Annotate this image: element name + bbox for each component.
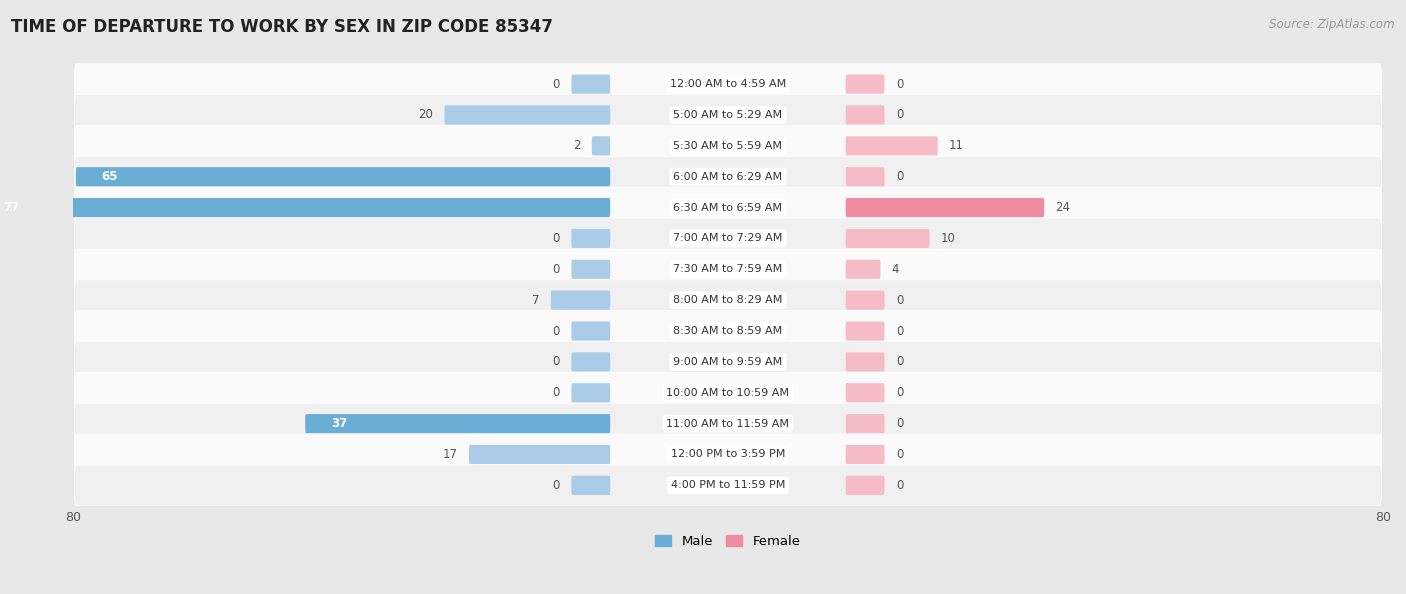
FancyBboxPatch shape bbox=[75, 403, 1381, 444]
FancyBboxPatch shape bbox=[845, 136, 938, 156]
Text: 0: 0 bbox=[553, 78, 560, 91]
FancyBboxPatch shape bbox=[845, 229, 929, 248]
FancyBboxPatch shape bbox=[571, 260, 610, 279]
Text: 65: 65 bbox=[101, 170, 118, 183]
FancyBboxPatch shape bbox=[845, 445, 884, 464]
FancyBboxPatch shape bbox=[845, 75, 884, 94]
FancyBboxPatch shape bbox=[571, 352, 610, 371]
Text: 20: 20 bbox=[419, 109, 433, 122]
Text: 2: 2 bbox=[574, 140, 581, 152]
Text: 0: 0 bbox=[896, 448, 903, 461]
FancyBboxPatch shape bbox=[75, 156, 1381, 197]
Text: 6:00 AM to 6:29 AM: 6:00 AM to 6:29 AM bbox=[673, 172, 783, 182]
Text: 0: 0 bbox=[896, 170, 903, 183]
FancyBboxPatch shape bbox=[571, 476, 610, 495]
Text: 10:00 AM to 10:59 AM: 10:00 AM to 10:59 AM bbox=[666, 388, 789, 398]
FancyBboxPatch shape bbox=[75, 218, 1381, 259]
Text: 0: 0 bbox=[896, 109, 903, 122]
Text: 12:00 PM to 3:59 PM: 12:00 PM to 3:59 PM bbox=[671, 450, 785, 460]
Text: 0: 0 bbox=[896, 324, 903, 337]
FancyBboxPatch shape bbox=[75, 187, 1381, 228]
Text: 4:00 PM to 11:59 PM: 4:00 PM to 11:59 PM bbox=[671, 481, 785, 491]
Text: 17: 17 bbox=[443, 448, 458, 461]
FancyBboxPatch shape bbox=[0, 198, 610, 217]
FancyBboxPatch shape bbox=[444, 105, 610, 125]
FancyBboxPatch shape bbox=[75, 311, 1381, 352]
Legend: Male, Female: Male, Female bbox=[650, 530, 806, 554]
FancyBboxPatch shape bbox=[75, 434, 1381, 475]
Text: 5:00 AM to 5:29 AM: 5:00 AM to 5:29 AM bbox=[673, 110, 783, 120]
Text: 9:00 AM to 9:59 AM: 9:00 AM to 9:59 AM bbox=[673, 357, 783, 367]
FancyBboxPatch shape bbox=[845, 476, 884, 495]
FancyBboxPatch shape bbox=[75, 342, 1381, 383]
FancyBboxPatch shape bbox=[75, 372, 1381, 413]
Text: 0: 0 bbox=[896, 386, 903, 399]
FancyBboxPatch shape bbox=[845, 383, 884, 402]
Text: 0: 0 bbox=[896, 479, 903, 492]
Text: 12:00 AM to 4:59 AM: 12:00 AM to 4:59 AM bbox=[669, 79, 786, 89]
FancyBboxPatch shape bbox=[592, 136, 610, 156]
FancyBboxPatch shape bbox=[845, 105, 884, 125]
Text: 5:30 AM to 5:59 AM: 5:30 AM to 5:59 AM bbox=[673, 141, 783, 151]
FancyBboxPatch shape bbox=[75, 465, 1381, 505]
Text: 0: 0 bbox=[553, 355, 560, 368]
FancyBboxPatch shape bbox=[76, 167, 610, 187]
Text: 6:30 AM to 6:59 AM: 6:30 AM to 6:59 AM bbox=[673, 203, 783, 213]
FancyBboxPatch shape bbox=[845, 260, 880, 279]
Text: 0: 0 bbox=[553, 232, 560, 245]
Text: 7:30 AM to 7:59 AM: 7:30 AM to 7:59 AM bbox=[673, 264, 783, 274]
Text: 11:00 AM to 11:59 AM: 11:00 AM to 11:59 AM bbox=[666, 419, 789, 429]
FancyBboxPatch shape bbox=[470, 445, 610, 464]
Text: 0: 0 bbox=[553, 263, 560, 276]
FancyBboxPatch shape bbox=[571, 75, 610, 94]
FancyBboxPatch shape bbox=[551, 290, 610, 309]
Text: 11: 11 bbox=[949, 140, 965, 152]
Text: 0: 0 bbox=[553, 479, 560, 492]
Text: 10: 10 bbox=[941, 232, 956, 245]
FancyBboxPatch shape bbox=[75, 280, 1381, 321]
Text: 0: 0 bbox=[553, 386, 560, 399]
Text: 4: 4 bbox=[891, 263, 900, 276]
Text: 0: 0 bbox=[896, 417, 903, 430]
Text: 7: 7 bbox=[531, 293, 540, 307]
Text: TIME OF DEPARTURE TO WORK BY SEX IN ZIP CODE 85347: TIME OF DEPARTURE TO WORK BY SEX IN ZIP … bbox=[11, 18, 553, 36]
Text: 7:00 AM to 7:29 AM: 7:00 AM to 7:29 AM bbox=[673, 233, 783, 244]
FancyBboxPatch shape bbox=[75, 249, 1381, 290]
Text: 8:30 AM to 8:59 AM: 8:30 AM to 8:59 AM bbox=[673, 326, 783, 336]
Text: 8:00 AM to 8:29 AM: 8:00 AM to 8:29 AM bbox=[673, 295, 783, 305]
FancyBboxPatch shape bbox=[305, 414, 610, 433]
FancyBboxPatch shape bbox=[75, 125, 1381, 166]
FancyBboxPatch shape bbox=[845, 352, 884, 371]
FancyBboxPatch shape bbox=[845, 290, 884, 309]
Text: 24: 24 bbox=[1056, 201, 1070, 214]
Text: 77: 77 bbox=[3, 201, 20, 214]
Text: Source: ZipAtlas.com: Source: ZipAtlas.com bbox=[1270, 18, 1395, 31]
FancyBboxPatch shape bbox=[571, 229, 610, 248]
Text: 0: 0 bbox=[553, 324, 560, 337]
FancyBboxPatch shape bbox=[75, 94, 1381, 135]
FancyBboxPatch shape bbox=[845, 321, 884, 340]
FancyBboxPatch shape bbox=[75, 64, 1381, 105]
FancyBboxPatch shape bbox=[845, 198, 1045, 217]
FancyBboxPatch shape bbox=[845, 167, 884, 187]
Text: 37: 37 bbox=[330, 417, 347, 430]
FancyBboxPatch shape bbox=[571, 383, 610, 402]
Text: 0: 0 bbox=[896, 355, 903, 368]
FancyBboxPatch shape bbox=[571, 321, 610, 340]
Text: 0: 0 bbox=[896, 293, 903, 307]
FancyBboxPatch shape bbox=[845, 414, 884, 433]
Text: 0: 0 bbox=[896, 78, 903, 91]
